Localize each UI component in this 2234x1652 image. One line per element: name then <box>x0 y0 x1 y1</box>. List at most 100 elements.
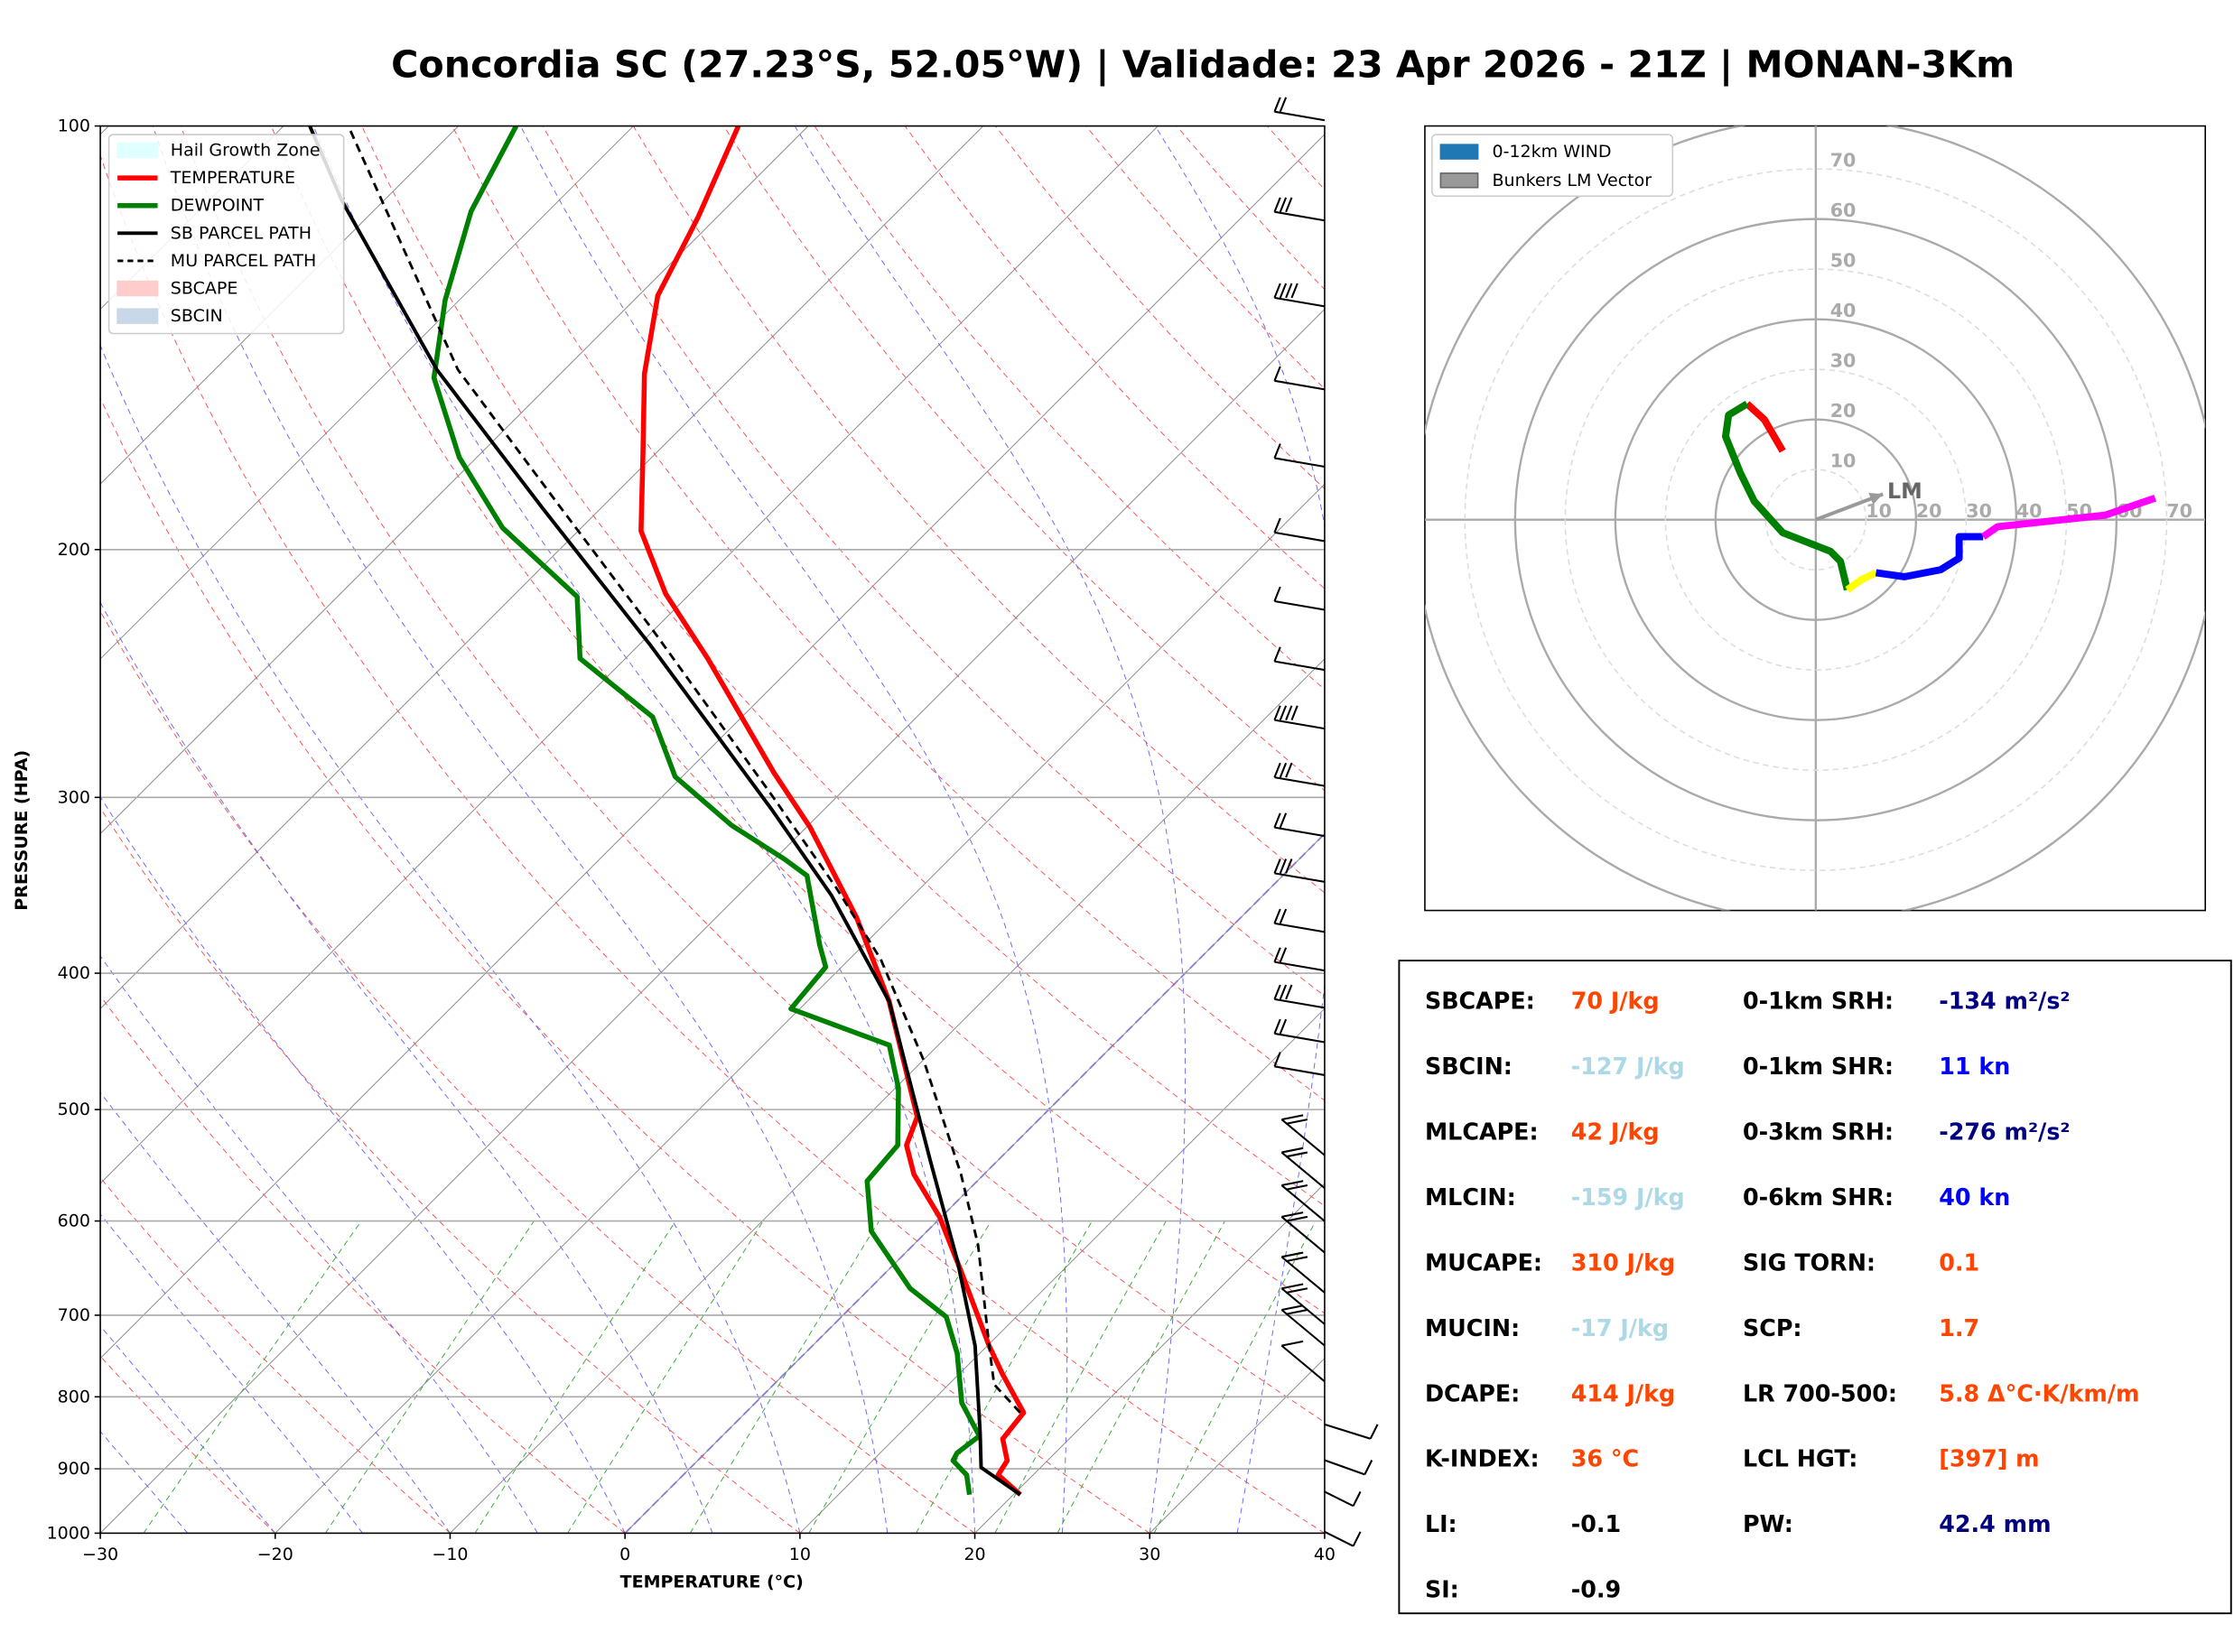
moist-adiabat <box>794 125 1187 1534</box>
y-axis-label: PRESSURE (HPA) <box>12 750 32 911</box>
parameter-value: 70 J/kg <box>1571 987 1660 1014</box>
barb-flag <box>1279 858 1288 874</box>
barb-staff <box>1274 210 1326 222</box>
barb-flag <box>1279 812 1288 828</box>
legend-frame <box>1431 134 1674 198</box>
dry-adiabat <box>451 125 1325 1101</box>
dry-adiabat <box>814 125 1325 691</box>
legend-label: Hail Growth Zone <box>171 141 321 161</box>
x-tick-label: −20 <box>257 1545 293 1564</box>
lm-label: LM <box>1887 478 1922 504</box>
x-tick-label: −30 <box>82 1545 118 1564</box>
legend-label: 0-12km WIND <box>1492 142 1611 162</box>
isotherm <box>100 125 460 485</box>
dry-adiabat <box>361 125 1325 1207</box>
y-tick-label: 300 <box>58 787 90 807</box>
barb-staff <box>1324 1530 1354 1547</box>
hodograph-ring <box>1764 469 1867 571</box>
parameter-value: 42 J/kg <box>1571 1118 1660 1145</box>
parameter-value: -134 m²/s² <box>1939 987 2070 1014</box>
parameter-value: 310 J/kg <box>1571 1248 1675 1276</box>
barb-flag <box>1364 1460 1373 1475</box>
parameter-label: MLCAPE: <box>1425 1118 1539 1145</box>
x-tick-label: −10 <box>432 1545 468 1564</box>
parameter-label: DCAPE: <box>1425 1379 1520 1406</box>
y-tick-label: 600 <box>58 1211 90 1231</box>
barb-flag <box>1281 1146 1304 1154</box>
legend-swatch <box>1439 172 1479 189</box>
barb-staff <box>1280 1184 1326 1222</box>
dry-adiabat <box>100 995 626 1534</box>
barb-flag <box>1281 1114 1304 1121</box>
ring-label: 20 <box>1916 500 1942 522</box>
parameters-frame <box>1398 960 2232 1615</box>
barb-flag <box>1273 1052 1281 1067</box>
legend-label: MU PARCEL PATH <box>171 251 317 271</box>
barb-staff <box>1274 296 1326 308</box>
dry-adiabat <box>723 125 1325 792</box>
hodograph-trace <box>1845 569 1878 593</box>
profile-line <box>347 125 1021 1414</box>
parameter-label: LCL HGT: <box>1743 1445 1857 1472</box>
barb-flag <box>1281 1304 1304 1312</box>
parameter-label: PW: <box>1743 1510 1793 1537</box>
barb-flag <box>1273 197 1281 213</box>
parameter-value: 40 kn <box>1939 1183 2010 1211</box>
dry-adiabat <box>100 1355 276 1534</box>
hodograph-ring <box>1664 368 1968 671</box>
hodograph-ring <box>1464 168 2168 871</box>
barb-staff <box>1274 1065 1326 1076</box>
ring-label: 20 <box>1830 400 1857 422</box>
hodograph-ring <box>1614 318 2018 721</box>
parameter-label: SI: <box>1425 1576 1459 1603</box>
parameter-label: 0-3km SRH: <box>1743 1118 1894 1145</box>
legend-swatch <box>116 280 159 297</box>
legend-swatch <box>116 142 159 159</box>
parameter-value: 42.4 mm <box>1939 1510 2051 1537</box>
barb-flag <box>1285 197 1293 213</box>
isotherm <box>100 125 634 660</box>
barb-staff <box>1274 826 1326 838</box>
barb-flag <box>1281 1180 1304 1187</box>
legend-label: TEMPERATURE <box>170 168 295 188</box>
barb-flag <box>1273 283 1281 299</box>
x-tick-label: 20 <box>963 1545 985 1564</box>
ring-label: 50 <box>1830 250 1857 272</box>
barb-staff <box>1274 600 1326 611</box>
y-tick-label: 400 <box>58 963 90 983</box>
parameter-label: SBCAPE: <box>1425 987 1535 1014</box>
barb-flag <box>1285 1151 1308 1158</box>
profile-line <box>431 125 982 1496</box>
barb-flag <box>1285 1287 1308 1294</box>
isotherm <box>799 1007 1325 1534</box>
parameter-value: -276 m²/s² <box>1939 1118 2070 1145</box>
legend-label: Bunkers LM Vector <box>1492 171 1652 190</box>
barb-flag <box>1279 762 1288 778</box>
parameter-label: LI: <box>1425 1510 1457 1537</box>
figure-title: Concordia SC (27.23°S, 52.05°W) | Valida… <box>391 42 2015 87</box>
barb-flag <box>1285 762 1293 778</box>
barb-staff <box>1280 1216 1326 1254</box>
parameter-label: LR 700-500: <box>1743 1379 1897 1406</box>
parameter-value: 414 J/kg <box>1571 1379 1675 1406</box>
barb-staff <box>1274 719 1326 730</box>
legend-frame <box>107 134 345 335</box>
barb-flag <box>1273 762 1281 778</box>
parameter-value: -127 J/kg <box>1571 1053 1685 1080</box>
dry-adiabat <box>632 125 1325 894</box>
isotherm <box>275 483 1325 1534</box>
hodograph-trace <box>1745 401 1786 453</box>
hodograph-ring <box>1513 218 2118 821</box>
moist-adiabat <box>520 125 1068 1534</box>
dry-adiabat <box>100 610 975 1534</box>
legend-swatch <box>1439 144 1479 160</box>
profiles <box>308 125 1027 1497</box>
moist-adiabat <box>100 1091 451 1534</box>
barb-flag <box>1281 1340 1304 1347</box>
barb-flag <box>1285 1256 1308 1263</box>
barb-flag <box>1279 197 1288 213</box>
barb-staff <box>1274 922 1326 933</box>
hodograph-trace <box>1980 494 2156 540</box>
